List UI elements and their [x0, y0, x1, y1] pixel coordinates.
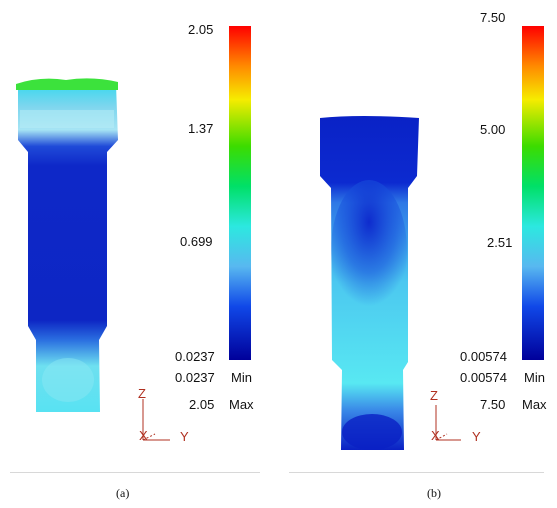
axis-z-b: Z	[430, 388, 438, 403]
axis-x-a: X	[139, 428, 148, 443]
axis-y-a: Y	[180, 429, 189, 444]
colorbar-a	[229, 26, 251, 360]
caption-b: (b)	[427, 486, 441, 500]
specimen-b-core	[331, 180, 407, 320]
colorbar-a-tick-3: 0.699	[180, 234, 213, 249]
separator-a	[10, 472, 260, 473]
colorbar-a-tick-min: 0.0237	[175, 349, 215, 364]
min-label-a: Min	[231, 370, 252, 385]
colorbar-b-tick-2: 5.00	[480, 122, 506, 137]
colorbar-b	[522, 26, 544, 360]
specimen-a-head-band	[20, 110, 114, 128]
axis-z-a: Z	[138, 386, 146, 401]
colorbar-b-tick-3: 2.51	[487, 235, 513, 250]
max-value-a: 2.05	[189, 397, 215, 412]
caption-a: (a)	[116, 486, 130, 500]
min-value-a: 0.0237	[175, 370, 215, 385]
max-value-b: 7.50	[480, 397, 506, 412]
specimen-a-lower-mottle	[42, 358, 94, 402]
colorbar-b-tick-min: 0.00574	[460, 349, 507, 364]
specimen-b-bottom-blob	[342, 414, 402, 450]
min-label-b: Min	[524, 370, 545, 385]
separator-b	[289, 472, 544, 473]
axis-y-b: Y	[472, 429, 481, 444]
specimen-a-top-edge	[16, 78, 118, 90]
max-label-a: Max	[229, 397, 254, 412]
colorbar-a-tick-max: 2.05	[188, 22, 214, 37]
axis-x-b: X	[431, 428, 440, 443]
specimen-b	[320, 26, 544, 450]
min-value-b: 0.00574	[460, 370, 507, 385]
specimen-a	[16, 26, 251, 441]
specimen-a-body	[18, 84, 118, 412]
colorbar-a-tick-2: 1.37	[188, 121, 214, 136]
colorbar-b-tick-max: 7.50	[480, 10, 506, 25]
max-label-b: Max	[522, 397, 547, 412]
panel-a: 2.05 1.37 0.699 0.0237 0.0237 Min 2.05 M…	[0, 0, 278, 508]
panel-b: 7.50 5.00 2.51 0.00574 0.00574 Min 7.50 …	[279, 0, 557, 508]
